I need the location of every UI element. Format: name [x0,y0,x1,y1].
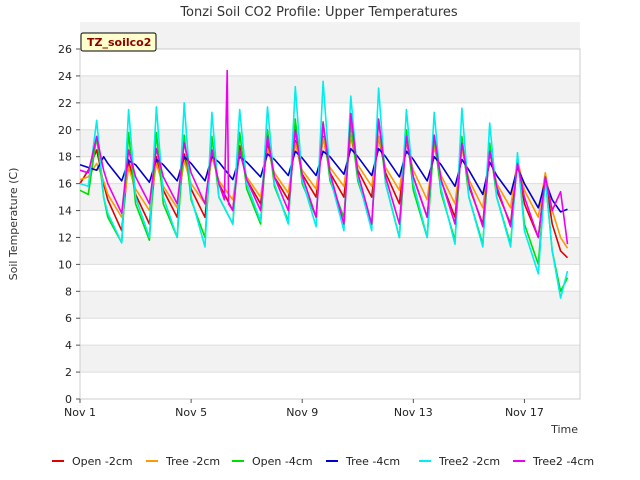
series-line-tree2-2cm [79,80,569,299]
y-tick-label: 18 [58,151,72,164]
legend-label: Open -4cm [252,455,313,468]
y-tick-label: 10 [58,258,72,271]
y-tick-label: 8 [65,285,72,298]
plot-frame [79,48,581,400]
x-tick-label: Nov 1 [64,406,96,419]
site-tag: TZ_soilco2 [80,32,157,52]
series-line-tree-4cm [79,147,568,213]
legend-label: Tree2 -2cm [438,455,500,468]
y-tick-label: 2 [65,366,72,379]
legend-item: Tree2 -2cm [419,455,500,468]
grid-band [80,237,580,265]
grid-band [80,291,580,319]
y-tick-label: 20 [58,124,72,137]
x-axis-ticks: Nov 1 Nov 5 Nov 9 Nov 13 Nov 17 [64,399,544,419]
x-tick-label: Nov 13 [394,406,433,419]
site-tag-box [80,32,157,52]
grid-band [80,75,580,103]
grid-band [80,345,580,373]
x-tick-label: Nov 5 [175,406,207,419]
y-tick-label: 4 [65,339,72,352]
grid-band [80,129,580,157]
legend-item: Tree2 -4cm [513,455,594,468]
site-tag-label: TZ_soilco2 [87,36,151,49]
legend-label: Tree -2cm [165,455,220,468]
y-tick-label: 14 [58,205,72,218]
legend-item: Tree -4cm [326,455,400,468]
legend-item: Open -4cm [232,455,313,468]
y-tick-label: 6 [65,312,72,325]
series-lines [79,69,569,299]
legend-label: Open -2cm [72,455,133,468]
series-line-open-4cm [79,118,569,293]
y-tick-label: 16 [58,178,72,191]
x-tick-label: Nov 17 [505,406,544,419]
y-axis-label: Soil Temperature (C) [7,168,20,281]
y-tick-label: 22 [58,97,72,110]
y-tick-label: 12 [58,231,72,244]
legend-item: Tree -2cm [146,455,220,468]
grid-band [80,22,580,49]
y-tick-label: 26 [58,43,72,56]
y-tick-label: 24 [58,70,72,83]
legend: Open -2cm Tree -2cm Open -4cm Tree -4cm Tree… [52,455,594,468]
legend-label: Tree2 -4cm [532,455,594,468]
y-tick-label: 0 [65,393,72,406]
x-axis-label: Time [550,423,578,436]
legend-item: Open -2cm [52,455,133,468]
legend-label: Tree -4cm [345,455,400,468]
x-tick-label: Nov 9 [286,406,318,419]
series-line-tree2-4cm [79,69,569,245]
chart-title: Tonzi Soil CO2 Profile: Upper Temperatur… [179,5,458,20]
